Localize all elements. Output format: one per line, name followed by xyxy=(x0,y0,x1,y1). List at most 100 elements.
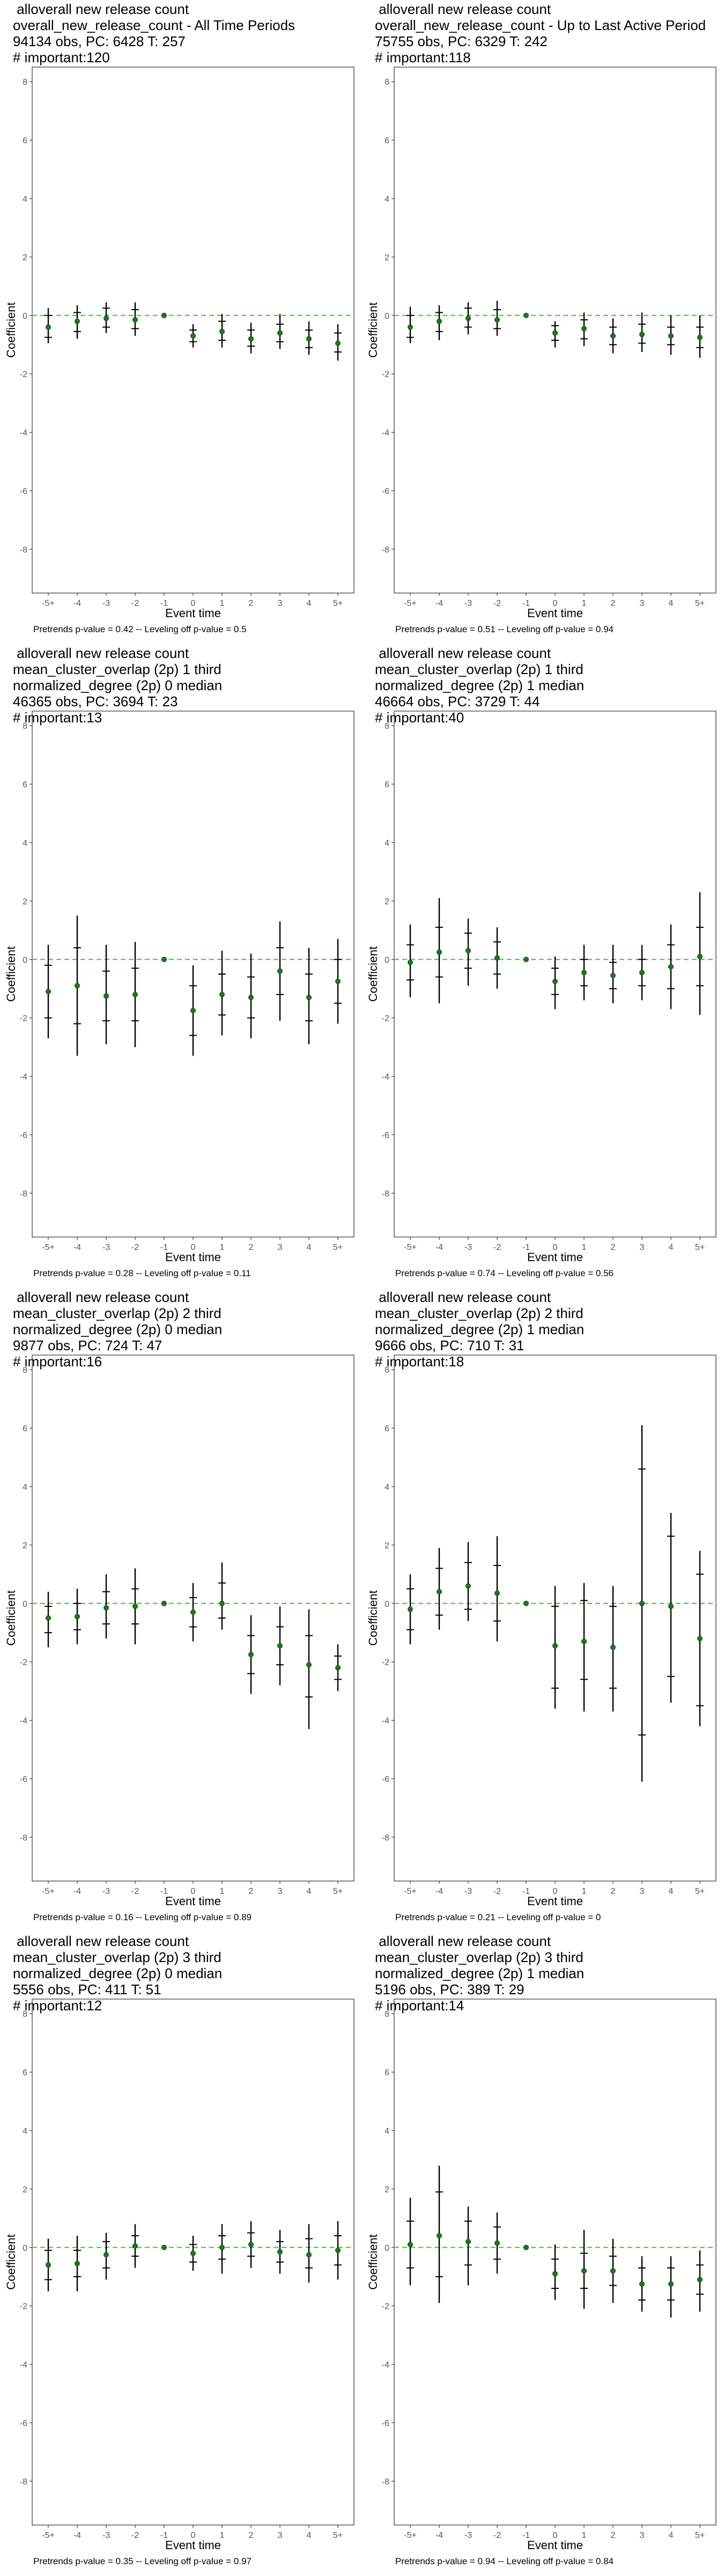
y-tick-label: 4 xyxy=(23,839,27,848)
coefficient-point xyxy=(46,324,51,330)
x-tick-label: -2 xyxy=(131,2531,139,2540)
y-tick-label: 6 xyxy=(385,1424,389,1433)
x-tick-label: -3 xyxy=(102,599,110,608)
coefficient-point xyxy=(161,1600,167,1606)
coefficient-point xyxy=(306,994,312,1000)
x-tick-label: -4 xyxy=(73,1887,81,1896)
x-tick-label: -1 xyxy=(522,1887,530,1896)
y-tick-label: -4 xyxy=(20,429,27,438)
y-tick-label: 0 xyxy=(23,312,27,321)
y-tick-label: -8 xyxy=(382,545,389,554)
y-axis-label: Coefficient xyxy=(366,1590,380,1646)
x-tick-label: -5+ xyxy=(42,599,55,608)
coefficient-point xyxy=(639,1600,645,1606)
y-tick-label: -4 xyxy=(382,1717,389,1726)
y-tick-label: 0 xyxy=(385,956,389,965)
y-tick-label: -4 xyxy=(20,1073,27,1082)
y-tick-label: 2 xyxy=(23,253,27,262)
chart-title: alloverall new release count mean_cluste… xyxy=(375,1289,585,1370)
y-tick-label: 4 xyxy=(23,195,27,204)
y-axis-label: Coefficient xyxy=(4,1590,18,1646)
coefficient-point xyxy=(581,970,587,976)
x-tick-label: -3 xyxy=(464,1887,472,1896)
coefficient-point xyxy=(306,1662,312,1668)
coefficient-point xyxy=(437,949,442,955)
chart-footer: Pretrends p-value = 0.21 -- Leveling off… xyxy=(395,1912,601,1922)
coefficient-point xyxy=(668,964,674,970)
coefficient-point xyxy=(466,2238,471,2244)
plot-area: 8 6 4 2 0 -2 -4 -6 -8 -5+ -4 -3 -2 -1 0 1 2 3 4 5+ Event tim… xyxy=(366,711,716,1264)
y-tick-label: 4 xyxy=(23,1483,27,1492)
x-tick-label: 3 xyxy=(640,1243,645,1252)
coefficient-point xyxy=(639,970,645,976)
coefficient-point xyxy=(132,992,138,998)
y-tick-label: 4 xyxy=(385,2127,389,2136)
x-tick-label: -5+ xyxy=(404,1887,417,1896)
chart-panel: alloverall new release count mean_cluste… xyxy=(362,1288,724,1932)
coefficient-point xyxy=(697,1636,703,1642)
y-tick-label: -2 xyxy=(382,2302,389,2311)
y-tick-label: -6 xyxy=(20,1131,27,1140)
coefficient-point xyxy=(697,334,703,340)
coefficient-point xyxy=(248,336,254,342)
coefficient-point xyxy=(581,2268,587,2274)
x-tick-label: 2 xyxy=(249,2531,254,2540)
x-tick-label: -2 xyxy=(131,1887,139,1896)
y-tick-label: 6 xyxy=(23,780,27,789)
x-tick-label: 0 xyxy=(191,1243,196,1252)
y-tick-label: 8 xyxy=(23,78,27,87)
chart-footer: Pretrends p-value = 0.35 -- Leveling off… xyxy=(33,2556,252,2566)
x-tick-label: 5+ xyxy=(333,1887,343,1896)
coefficient-point xyxy=(104,316,109,321)
x-tick-label: -2 xyxy=(131,599,139,608)
coefficient-point xyxy=(132,317,138,323)
y-tick-label: 6 xyxy=(385,2068,389,2077)
plot-area: 8 6 4 2 0 -2 -4 -6 -8 -5+ -4 -3 -2 -1 0 1 2 3 4 5+ Event tim… xyxy=(366,67,716,620)
x-tick-label: -4 xyxy=(435,2531,443,2540)
y-tick-label: 4 xyxy=(385,839,389,848)
x-tick-label: 1 xyxy=(582,1887,587,1896)
chart-panel: alloverall new release count mean_cluste… xyxy=(362,1932,724,2576)
y-tick-label: 8 xyxy=(385,78,389,87)
x-tick-label: -2 xyxy=(131,1243,139,1252)
x-axis-label: Event time xyxy=(527,1250,583,1264)
coefficient-point xyxy=(668,333,674,339)
coefficient-point xyxy=(190,1008,196,1014)
y-tick-label: -8 xyxy=(20,2477,27,2486)
coefficient-point xyxy=(219,992,225,998)
coefficient-point xyxy=(552,2271,558,2277)
x-tick-label: 2 xyxy=(611,1243,616,1252)
y-tick-label: 6 xyxy=(23,2068,27,2077)
plot-area: 8 6 4 2 0 -2 -4 -6 -8 -5+ -4 -3 -2 -1 0 1 2 3 4 5+ Event tim… xyxy=(366,1999,716,2552)
coefficient-point xyxy=(161,312,167,318)
y-tick-label: -2 xyxy=(20,1658,27,1667)
x-tick-label: 5+ xyxy=(695,1243,705,1252)
y-tick-label: 8 xyxy=(23,1366,27,1375)
x-tick-label: -3 xyxy=(464,2531,472,2540)
x-tick-label: 4 xyxy=(307,1887,312,1896)
coefficient-point xyxy=(306,2252,312,2258)
y-tick-label: 6 xyxy=(23,1424,27,1433)
x-tick-label: 0 xyxy=(191,599,196,608)
chart-panel: alloverall new release count mean_cluste… xyxy=(0,1932,362,2576)
chart-panel: alloverall new release count overall_new… xyxy=(0,0,362,644)
x-tick-label: 3 xyxy=(278,599,283,608)
coefficient-point xyxy=(248,2242,254,2248)
x-tick-label: 3 xyxy=(640,599,645,608)
y-tick-label: -8 xyxy=(20,545,27,554)
coefficient-point xyxy=(190,1609,196,1615)
y-tick-label: 8 xyxy=(23,722,27,731)
y-tick-label: 6 xyxy=(385,780,389,789)
x-tick-label: 2 xyxy=(249,1887,254,1896)
coefficient-point xyxy=(277,1643,283,1649)
coefficient-point xyxy=(466,1583,471,1589)
x-tick-label: 3 xyxy=(640,1887,645,1896)
x-tick-label: -4 xyxy=(435,599,443,608)
x-tick-label: 4 xyxy=(669,599,674,608)
x-tick-label: 1 xyxy=(220,1243,225,1252)
coefficient-point xyxy=(46,989,51,994)
coefficient-point xyxy=(466,316,471,321)
x-tick-label: -5+ xyxy=(404,599,417,608)
x-tick-label: -2 xyxy=(493,1243,501,1252)
x-tick-label: 1 xyxy=(220,1887,225,1896)
